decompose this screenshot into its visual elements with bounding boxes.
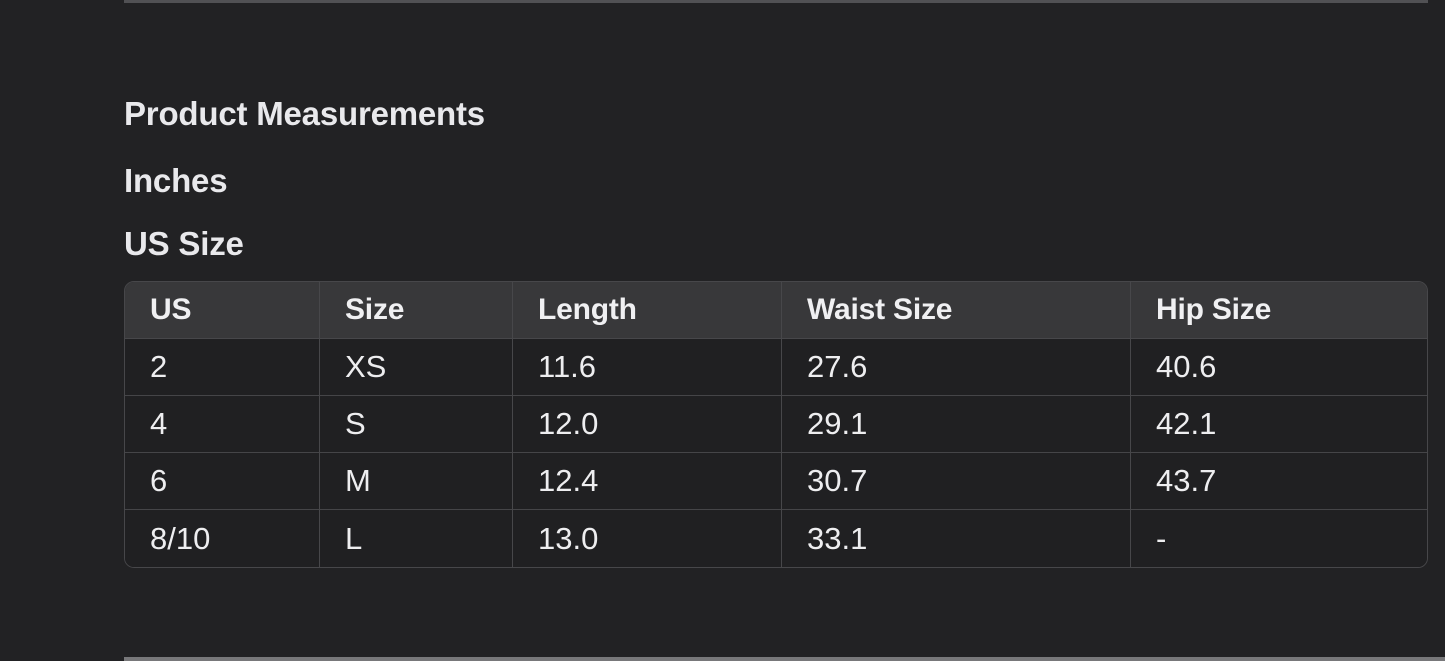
- size-system-heading: US Size: [124, 225, 244, 262]
- cell-hip: 43.7: [1131, 453, 1427, 510]
- table-row: 8/10 L 13.0 33.1 -: [125, 510, 1427, 567]
- table-row: 2 XS 11.6 27.6 40.6: [125, 339, 1427, 396]
- column-header-length: Length: [513, 282, 782, 339]
- cell-us: 4: [125, 396, 320, 453]
- cell-length: 12.4: [513, 453, 782, 510]
- cell-size: L: [320, 510, 513, 567]
- top-divider: [124, 0, 1428, 3]
- cell-size: M: [320, 453, 513, 510]
- cell-length: 13.0: [513, 510, 782, 567]
- cell-us: 8/10: [125, 510, 320, 567]
- cell-hip: 40.6: [1131, 339, 1427, 396]
- cell-waist: 27.6: [782, 339, 1131, 396]
- cell-waist: 30.7: [782, 453, 1131, 510]
- size-chart-table: US Size Length Waist Size Hip Size 2 XS …: [124, 281, 1428, 568]
- cell-size: S: [320, 396, 513, 453]
- cell-waist: 33.1: [782, 510, 1131, 567]
- cell-size: XS: [320, 339, 513, 396]
- cell-us: 6: [125, 453, 320, 510]
- cell-us: 2: [125, 339, 320, 396]
- table-row: 6 M 12.4 30.7 43.7: [125, 453, 1427, 510]
- cell-length: 11.6: [513, 339, 782, 396]
- section-title: Product Measurements: [124, 95, 485, 132]
- column-header-us: US: [125, 282, 320, 339]
- units-heading: Inches: [124, 162, 228, 199]
- bottom-divider: [124, 657, 1445, 661]
- column-header-size: Size: [320, 282, 513, 339]
- column-header-hip-size: Hip Size: [1131, 282, 1427, 339]
- cell-length: 12.0: [513, 396, 782, 453]
- cell-hip: -: [1131, 510, 1427, 567]
- cell-hip: 42.1: [1131, 396, 1427, 453]
- table-header-row: US Size Length Waist Size Hip Size: [125, 282, 1427, 339]
- cell-waist: 29.1: [782, 396, 1131, 453]
- table-row: 4 S 12.0 29.1 42.1: [125, 396, 1427, 453]
- column-header-waist-size: Waist Size: [782, 282, 1131, 339]
